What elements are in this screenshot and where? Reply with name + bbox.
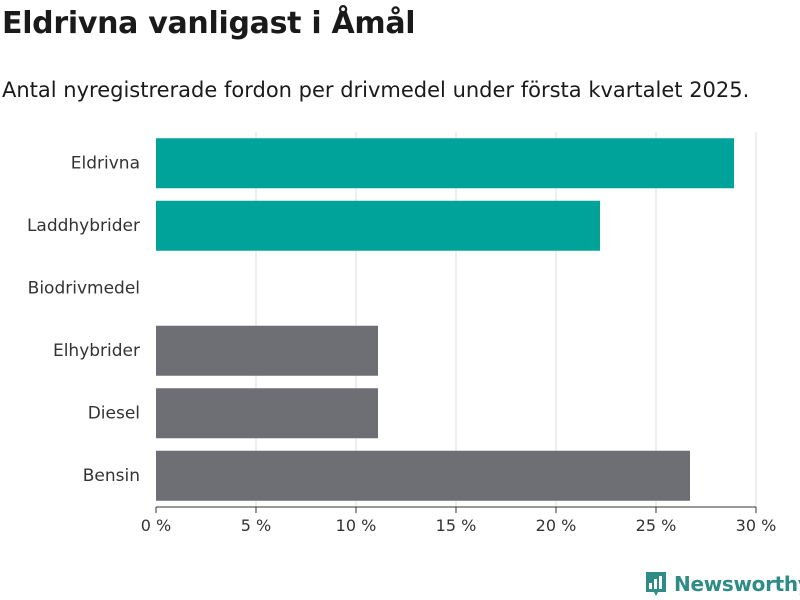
x-tick-label: 10 % bbox=[336, 516, 377, 535]
brand-name: Newsworthy bbox=[674, 572, 800, 596]
x-tick-label: 25 % bbox=[636, 516, 677, 535]
bar-chart: Eldrivna Laddhybrider Biodrivmedel Elhybrid… bbox=[27, 132, 777, 535]
x-tick-label: 0 % bbox=[141, 516, 171, 535]
x-tick-label: 5 % bbox=[241, 516, 271, 535]
category-label: Laddhybrider bbox=[27, 216, 140, 236]
category-label: Diesel bbox=[88, 403, 140, 423]
x-tick-label: 30 % bbox=[736, 516, 777, 535]
bar bbox=[156, 200, 600, 251]
category-label: Bensin bbox=[83, 466, 140, 486]
bar-chart-logo-icon bbox=[646, 572, 666, 596]
bar bbox=[156, 388, 378, 439]
bar bbox=[156, 138, 734, 189]
bar bbox=[156, 325, 378, 376]
x-tick-label: 15 % bbox=[436, 516, 477, 535]
category-label: Elhybrider bbox=[53, 341, 140, 361]
chart-title: Eldrivna vanligast i Åmål bbox=[2, 6, 416, 41]
brand-logo: Newsworthy bbox=[644, 568, 800, 600]
bar bbox=[156, 450, 690, 501]
chart-subtitle: Antal nyregistrerade fordon per drivmede… bbox=[2, 78, 750, 102]
category-label: Eldrivna bbox=[71, 153, 140, 173]
x-tick-label: 20 % bbox=[536, 516, 577, 535]
category-label: Biodrivmedel bbox=[28, 278, 140, 298]
